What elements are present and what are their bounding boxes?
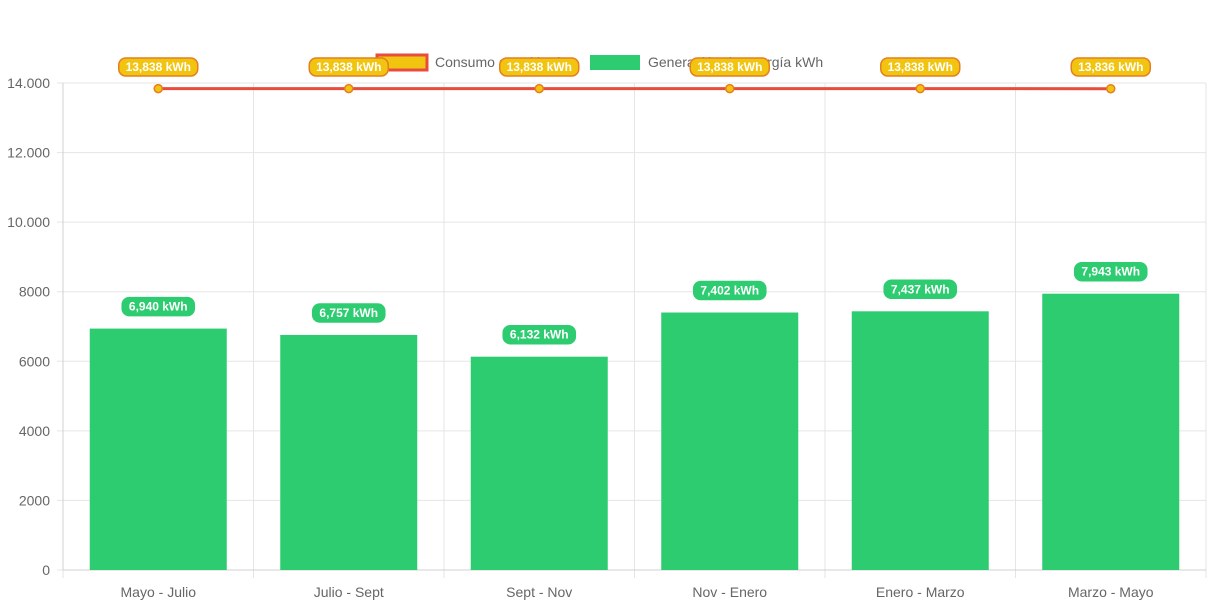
- bar-generacion[interactable]: [852, 311, 989, 570]
- line-data-label-text: 13,836 kWh: [1078, 60, 1143, 74]
- line-data-label: 13,836 kWh: [1071, 58, 1150, 76]
- line-point-consumo[interactable]: [154, 85, 162, 93]
- line-data-label: 13,838 kWh: [690, 58, 769, 76]
- bar-data-label: 6,757 kWh: [313, 304, 385, 322]
- y-tick-label: 4000: [19, 423, 50, 439]
- x-tick-label: Enero - Marzo: [876, 584, 965, 600]
- bar-data-label: 7,943 kWh: [1075, 263, 1147, 281]
- line-data-label: 13,838 kWh: [500, 58, 579, 76]
- bar-data-label-text: 6,757 kWh: [319, 306, 378, 320]
- line-data-label-text: 13,838 kWh: [888, 60, 953, 74]
- y-tick-label: 14.000: [7, 75, 50, 91]
- grid-lines: [57, 83, 1206, 578]
- line-point-consumo[interactable]: [1107, 85, 1115, 93]
- line-data-label: 13,838 kWh: [119, 58, 198, 76]
- line-point-consumo[interactable]: [535, 85, 543, 93]
- bar-data-label-text: 6,940 kWh: [129, 300, 188, 314]
- x-tick-label: Marzo - Mayo: [1068, 584, 1154, 600]
- y-tick-label: 0: [42, 562, 50, 578]
- bar-generacion[interactable]: [280, 335, 417, 570]
- line-point-consumo[interactable]: [345, 85, 353, 93]
- bar-data-label-text: 7,943 kWh: [1081, 265, 1140, 279]
- x-tick-label: Mayo - Julio: [121, 584, 197, 600]
- legend-swatch: [590, 55, 640, 70]
- bar-generacion[interactable]: [471, 357, 608, 570]
- bar-generacion[interactable]: [90, 329, 227, 570]
- bar-data-label: 7,437 kWh: [884, 280, 956, 298]
- bar-generacion[interactable]: [661, 313, 798, 570]
- bar-generacion[interactable]: [1042, 294, 1179, 570]
- line-data-label: 13,838 kWh: [309, 58, 388, 76]
- bar-data-label-text: 7,437 kWh: [891, 282, 950, 296]
- line-data-label-text: 13,838 kWh: [126, 60, 191, 74]
- line-point-consumo[interactable]: [726, 85, 734, 93]
- y-tick-label: 2000: [19, 492, 50, 508]
- bar-data-label-text: 7,402 kWh: [700, 284, 759, 298]
- y-tick-label: 8000: [19, 284, 50, 300]
- line-data-label-text: 13,838 kWh: [316, 60, 381, 74]
- y-tick-label: 12.000: [7, 145, 50, 161]
- line-data-label-text: 13,838 kWh: [507, 60, 572, 74]
- line-data-label: 13,838 kWh: [881, 58, 960, 76]
- y-tick-label: 10.000: [7, 214, 50, 230]
- y-tick-label: 6000: [19, 353, 50, 369]
- x-tick-label: Julio - Sept: [314, 584, 384, 600]
- bar-data-label-text: 6,132 kWh: [510, 328, 569, 342]
- bar-data-label: 7,402 kWh: [694, 282, 766, 300]
- x-tick-label: Nov - Enero: [692, 584, 767, 600]
- bar-data-label: 6,940 kWh: [122, 298, 194, 316]
- x-tick-label: Sept - Nov: [506, 584, 572, 600]
- line-point-consumo[interactable]: [916, 85, 924, 93]
- bar-data-label: 6,132 kWh: [503, 326, 575, 344]
- line-data-label-text: 13,838 kWh: [697, 60, 762, 74]
